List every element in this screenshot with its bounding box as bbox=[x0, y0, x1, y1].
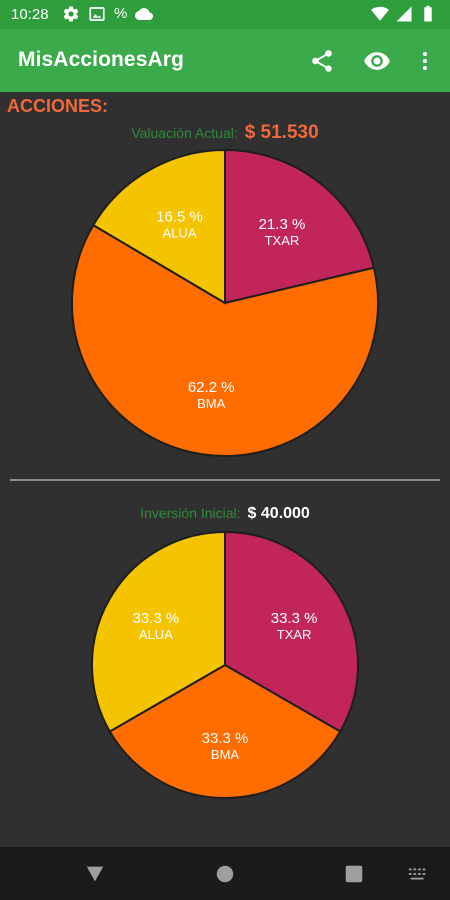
initial-investment-label: Inversión Inicial: bbox=[140, 505, 241, 521]
initial-investment-value: $ 40.000 bbox=[247, 505, 310, 522]
current-valuation-label: Valuación Actual: bbox=[131, 125, 238, 141]
keyboard-icon bbox=[408, 868, 426, 880]
pie-slice-alua[interactable] bbox=[91, 530, 226, 733]
pie-percent-label-bma: 33.3 % bbox=[202, 730, 249, 747]
current-valuation-pie-chart[interactable]: 21.3 %TXAR 62.2 %BMA 16.5 %ALUA bbox=[0, 148, 450, 463]
cloud-icon bbox=[135, 7, 154, 20]
pie-name-label-bma: BMA bbox=[197, 396, 226, 411]
status-system-icons bbox=[371, 5, 437, 23]
signal-icon bbox=[396, 6, 412, 22]
more-vert-icon bbox=[423, 52, 427, 70]
home-icon bbox=[216, 865, 234, 883]
home-button[interactable] bbox=[212, 861, 238, 887]
pie-name-label-txar: TXAR bbox=[277, 627, 312, 642]
status-time: 10:28 bbox=[11, 6, 49, 23]
wifi-icon bbox=[371, 6, 389, 21]
pie-slice-alua[interactable] bbox=[91, 148, 226, 305]
pie-name-label-alua: ALUA bbox=[139, 627, 173, 642]
current-valuation-value: $ 51.530 bbox=[244, 122, 319, 143]
pie-percent-label-txar: 21.3 % bbox=[259, 216, 306, 233]
recents-button[interactable] bbox=[341, 861, 367, 887]
settings-icon bbox=[63, 6, 79, 22]
divider bbox=[10, 479, 440, 481]
pie-percent-label-alua: 33.3 % bbox=[133, 610, 180, 627]
percent-icon: % bbox=[114, 5, 128, 22]
initial-investment-row: Inversión Inicial: $ 40.000 bbox=[0, 505, 450, 523]
navigation-bar bbox=[0, 847, 450, 900]
eye-icon bbox=[364, 52, 390, 70]
pie-slice-bma[interactable] bbox=[71, 223, 379, 457]
app-title: MisAccionesArg bbox=[18, 48, 184, 71]
pie-slice-bma[interactable] bbox=[108, 663, 342, 799]
current-valuation-row: Valuación Actual: $ 51.530 bbox=[0, 122, 450, 144]
pie-percent-label-bma: 62.2 % bbox=[188, 379, 235, 396]
photo-icon bbox=[89, 7, 105, 21]
overflow-menu-button[interactable] bbox=[405, 41, 445, 81]
section-heading: ACCIONES: bbox=[7, 96, 109, 116]
pie-name-label-alua: ALUA bbox=[163, 225, 197, 240]
back-icon bbox=[86, 866, 104, 882]
status-notification-icons: % bbox=[62, 5, 154, 23]
pie-percent-label-alua: 16.5 % bbox=[156, 208, 203, 225]
pie-slice-txar[interactable] bbox=[224, 530, 359, 733]
visibility-button[interactable] bbox=[357, 41, 397, 81]
keyboard-button[interactable] bbox=[405, 861, 431, 887]
share-icon bbox=[312, 50, 332, 72]
pie-name-label-bma: BMA bbox=[211, 747, 240, 762]
pie-name-label-txar: TXAR bbox=[265, 233, 300, 248]
pie-percent-label-txar: 33.3 % bbox=[271, 610, 318, 627]
battery-icon bbox=[424, 5, 432, 22]
recents-icon bbox=[345, 865, 363, 883]
share-button[interactable] bbox=[302, 41, 342, 81]
back-button[interactable] bbox=[82, 861, 108, 887]
app-bar: MisAccionesArg bbox=[0, 29, 450, 92]
status-bar: 10:28 % bbox=[0, 0, 450, 29]
pie-slice-txar[interactable] bbox=[224, 148, 376, 305]
